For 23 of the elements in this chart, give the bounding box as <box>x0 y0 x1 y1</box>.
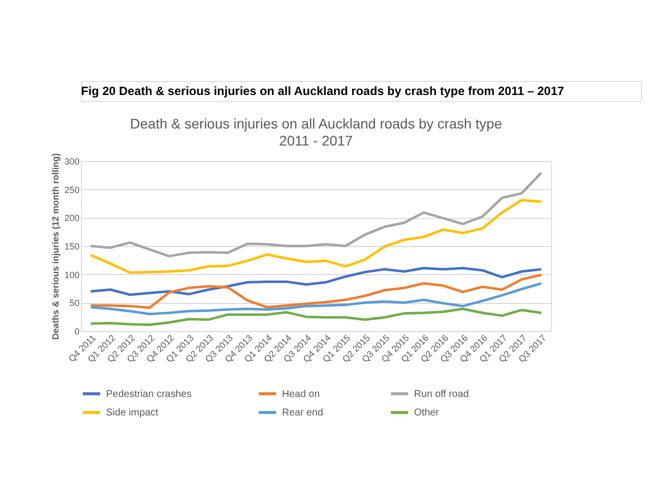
y-tick-label: 50 <box>69 298 80 308</box>
y-tick-label: 250 <box>64 184 80 195</box>
y-axis-title: Deaths & serious injuries (12 month rolling) <box>50 153 60 340</box>
y-tick-label: 150 <box>64 242 80 252</box>
line-series <box>90 172 542 258</box>
legend-label: Side impact <box>106 408 158 418</box>
line-series <box>90 282 542 316</box>
line-series <box>90 274 542 310</box>
legend-label: Rear end <box>282 408 324 418</box>
line-series <box>90 198 542 274</box>
legend-label: Other <box>414 408 440 418</box>
line-series <box>90 308 542 326</box>
legend-label: Head on <box>282 388 320 400</box>
y-tick-label: 0 <box>74 326 80 336</box>
chart-title: Death & serious injuries on all Auckland roads by crash type <box>130 116 502 132</box>
legend-label: Pedestrian crashes <box>106 388 192 400</box>
y-tick-label: 300 <box>64 156 80 166</box>
chart-subtitle: 2011 - 2017 <box>279 132 354 149</box>
y-tick-label: 100 <box>64 270 80 280</box>
y-tick-label: 200 <box>64 213 80 224</box>
caption: Fig 20 Death & serious injuries on all Auckland roads by crash type from 2011 – 2017 <box>81 84 564 98</box>
line-series <box>90 266 542 296</box>
legend-label: Run off road <box>414 388 469 400</box>
